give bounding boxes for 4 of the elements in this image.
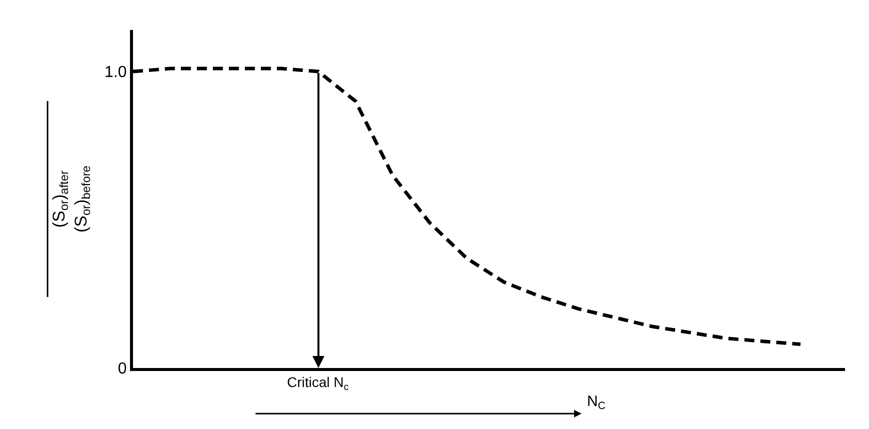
- y-tick-label: 1.0: [104, 64, 127, 82]
- text: Critical N$_{c}$: [287, 374, 349, 393]
- y-tick-label: 0: [118, 360, 127, 378]
- x-axis-title: N$_{C}$: [587, 393, 606, 412]
